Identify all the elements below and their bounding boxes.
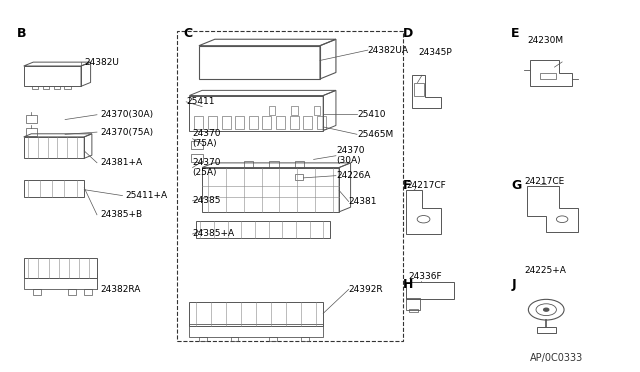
Text: 25465M: 25465M (357, 130, 393, 139)
Text: 24345P: 24345P (419, 48, 452, 57)
Text: 24370
(75A): 24370 (75A) (193, 129, 221, 148)
Text: G: G (511, 179, 522, 192)
Text: 24385+B: 24385+B (100, 210, 142, 219)
Text: 24385: 24385 (193, 196, 221, 205)
Text: C: C (183, 27, 192, 40)
Text: D: D (403, 27, 413, 40)
Text: 24382UA: 24382UA (368, 46, 409, 55)
Circle shape (543, 308, 548, 311)
Text: 24336F: 24336F (408, 272, 442, 281)
Text: 25411+A: 25411+A (125, 191, 168, 200)
Text: F: F (403, 179, 412, 192)
Text: 24382U: 24382U (84, 58, 119, 67)
Text: 25410: 25410 (357, 109, 385, 119)
Text: H: H (403, 278, 413, 291)
Text: 24370
(30A): 24370 (30A) (336, 146, 364, 166)
Text: 24381+A: 24381+A (100, 158, 142, 167)
Text: 24230M: 24230M (527, 36, 563, 45)
Text: AP/0C0333: AP/0C0333 (531, 353, 584, 363)
Text: 24370(75A): 24370(75A) (100, 128, 154, 137)
Text: E: E (511, 27, 520, 40)
Text: 24217CF: 24217CF (406, 182, 446, 190)
Text: 24382RA: 24382RA (100, 285, 141, 294)
Text: 24392R: 24392R (349, 285, 383, 294)
Text: 24370
(25A): 24370 (25A) (193, 158, 221, 177)
Text: 24225+A: 24225+A (524, 266, 566, 275)
Text: 24217CE: 24217CE (524, 177, 564, 186)
Text: J: J (511, 278, 516, 291)
Text: B: B (17, 27, 27, 40)
Text: 24370(30A): 24370(30A) (100, 110, 154, 119)
Text: 25411: 25411 (186, 97, 214, 106)
Text: 24226A: 24226A (336, 171, 371, 180)
Text: 24381: 24381 (349, 197, 377, 206)
Text: 24385+A: 24385+A (193, 230, 235, 238)
